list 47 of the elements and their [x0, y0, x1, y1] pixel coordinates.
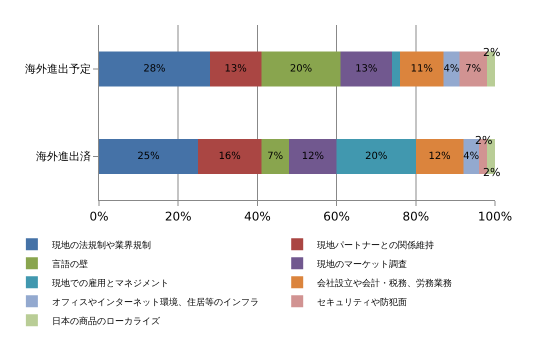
legend-label: 現地のマーケット調査	[317, 258, 408, 270]
data-label: 13%	[224, 63, 247, 74]
bar	[392, 51, 400, 86]
data-label: 28%	[143, 63, 166, 74]
data-label: 20%	[290, 63, 312, 74]
x-tick-label: 60%	[323, 209, 350, 224]
legend-label: オフィスやインターネット環境、住居等のインフラ	[52, 296, 259, 308]
data-label: 25%	[137, 150, 160, 162]
bar	[416, 138, 464, 174]
bar	[99, 51, 210, 86]
bar	[261, 51, 341, 86]
x-tick-label: 20%	[164, 209, 192, 224]
data-label: 7%	[465, 63, 482, 74]
data-label: 12%	[302, 150, 324, 162]
data-label: 2%	[483, 46, 500, 59]
legend-label: 現地の法規制や業界規制	[52, 240, 151, 251]
x-tick-label: 0%	[89, 209, 109, 224]
legend-label: 現地での雇用とマネジメント	[52, 278, 169, 289]
data-label: 16%	[218, 150, 241, 162]
bar	[99, 138, 198, 174]
bar	[289, 138, 337, 174]
legend-label: 現地パートナーとの関係維持	[317, 240, 434, 251]
data-label: 2%	[483, 166, 500, 179]
data-label: 11%	[410, 63, 433, 74]
legend-label: 言語の壁	[52, 258, 88, 270]
legend-label: セキュリティや防犯面	[317, 296, 408, 308]
data-label: 13%	[355, 63, 378, 74]
x-tick-label: 40%	[244, 209, 271, 224]
bar	[336, 138, 416, 174]
data-label: 4%	[444, 63, 460, 74]
y-tick-label: 海外進出済	[36, 150, 91, 164]
x-tick-label: 100%	[478, 209, 512, 224]
legend-label: 日本の商品のローカライズ	[52, 316, 161, 327]
y-tick-label: 海外進出予定	[24, 62, 91, 76]
bar	[261, 138, 290, 174]
bar	[444, 51, 460, 86]
legend-label: 会社設立や会計・税務、労務業務	[317, 278, 452, 289]
bar	[340, 51, 392, 86]
data-label: 12%	[428, 150, 451, 162]
x-tick-label: 80%	[402, 209, 430, 224]
data-label: 2%	[475, 134, 492, 147]
bar	[400, 51, 444, 86]
bar	[198, 138, 262, 174]
data-label: 7%	[267, 150, 284, 162]
bar	[210, 51, 262, 86]
data-label: 20%	[365, 150, 388, 162]
data-label: 4%	[463, 150, 480, 162]
